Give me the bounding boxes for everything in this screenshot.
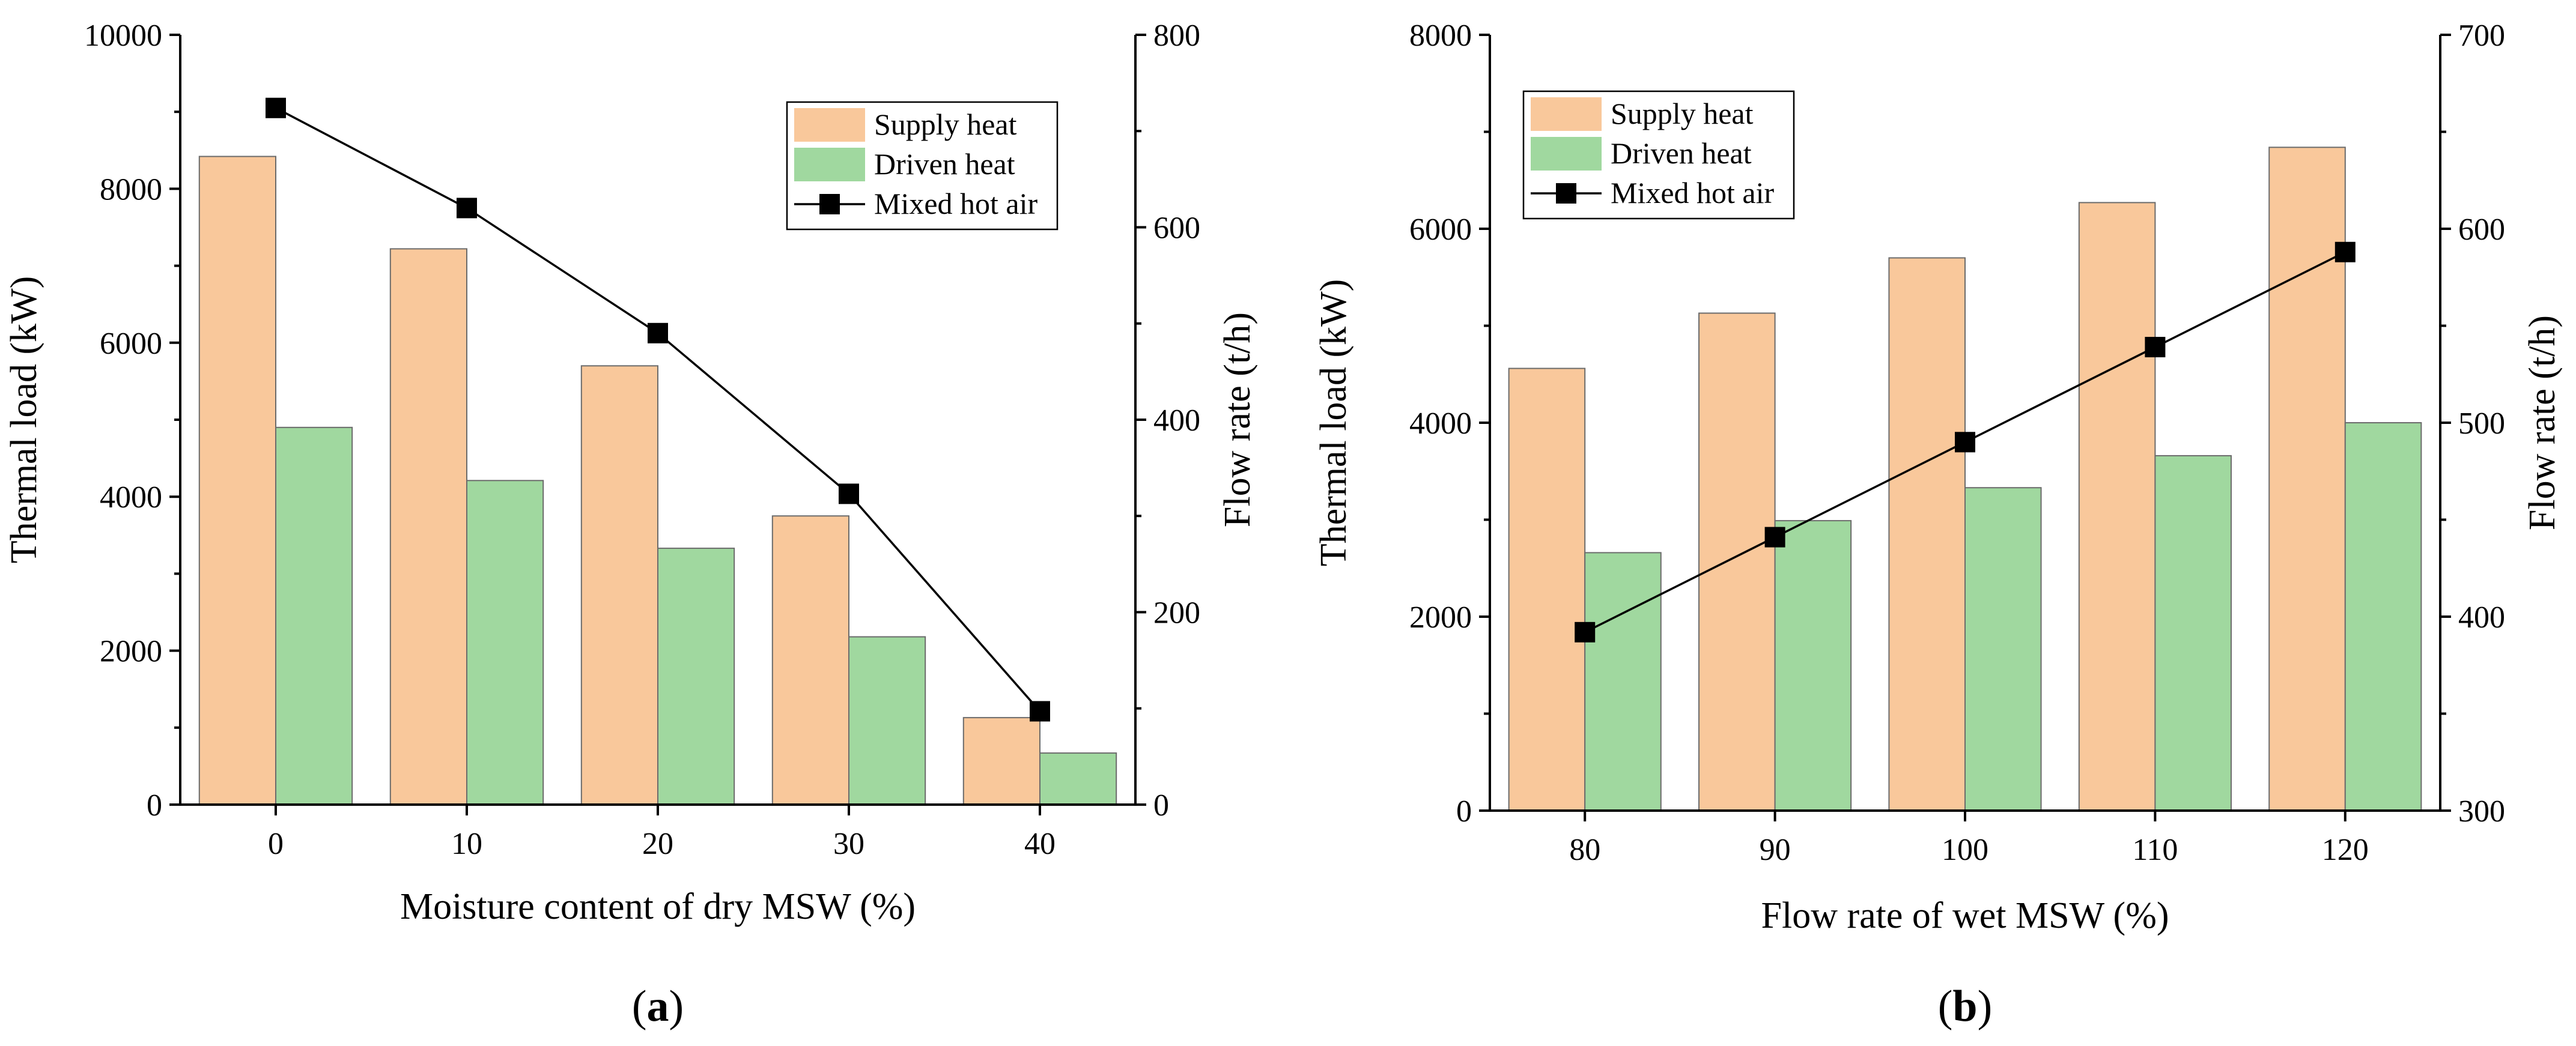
- mixed-hot-air-point-0: [266, 97, 286, 118]
- y2-tick-label: 500: [2458, 407, 2505, 441]
- x-axis-title: Flow rate of wet MSW (%): [1761, 895, 2169, 936]
- bar-supply-heat-110: [2078, 202, 2156, 811]
- y2-tick-label: 200: [1153, 596, 1200, 630]
- bar-driven-heat-20: [657, 548, 735, 805]
- mixed-hot-air-point-40: [1030, 701, 1050, 722]
- x-tick-label: 120: [2322, 833, 2369, 867]
- mixed-hot-air-point-90: [1764, 527, 1785, 548]
- bar-driven-heat-10: [466, 480, 544, 805]
- legend: Supply heat Driven heat Mixed hot air: [786, 101, 1059, 231]
- y-tick-label: 8000: [100, 172, 162, 207]
- x-tick-label: 20: [642, 827, 673, 861]
- bar-supply-heat-90: [1698, 312, 1776, 811]
- y-tick-label: 4000: [1409, 407, 1472, 441]
- legend-label: Supply heat: [1611, 97, 1754, 130]
- legend-swatch: [1531, 137, 1602, 171]
- legend-label: Supply heat: [874, 107, 1017, 141]
- y-tick-label: 10000: [84, 19, 162, 53]
- y-tick-label: 2000: [1409, 600, 1472, 635]
- mixed-hot-air-point-120: [2334, 241, 2356, 262]
- y2-axis-title: Flow rate (t/h): [2522, 315, 2563, 530]
- x-tick-label: 90: [1760, 833, 1791, 867]
- bar-supply-heat-0: [198, 156, 276, 805]
- mixed-hot-air-point-20: [648, 322, 668, 343]
- bar-driven-heat-40: [1039, 752, 1117, 805]
- y-axis-title: Thermal load (kW): [4, 276, 44, 564]
- mixed-hot-air-point-110: [2145, 337, 2166, 358]
- bar-supply-heat-40: [962, 717, 1041, 806]
- x-tick-label: 0: [268, 827, 284, 861]
- bar-driven-heat-100: [1964, 487, 2042, 811]
- bar-supply-heat-100: [1888, 257, 1966, 811]
- legend-label: Driven heat: [1611, 136, 1752, 170]
- mixed-hot-air-point-30: [839, 483, 859, 504]
- bar-driven-heat-0: [275, 426, 353, 805]
- x-tick-label: 80: [1569, 833, 1600, 867]
- bar-driven-heat-80: [1584, 552, 1662, 811]
- y-axis-title: Thermal load (kW): [1313, 279, 1354, 567]
- y2-tick-label: 800: [1153, 19, 1200, 53]
- y-tick-label: 6000: [1409, 213, 1472, 247]
- legend-marker: [1556, 183, 1576, 204]
- mixed-hot-air-point-80: [1575, 621, 1596, 642]
- mixed-hot-air-point-10: [457, 198, 477, 219]
- panel-label: (b): [1938, 982, 1992, 1031]
- y2-tick-label: 600: [1153, 211, 1200, 246]
- x-tick-label: 30: [833, 827, 864, 861]
- bar-driven-heat-110: [2154, 455, 2232, 811]
- bar-driven-heat-120: [2344, 422, 2422, 811]
- legend-swatch: [794, 108, 865, 142]
- y-tick-label: 4000: [100, 480, 162, 515]
- legend: Supply heat Driven heat Mixed hot air: [1522, 90, 1795, 220]
- x-tick-label: 10: [451, 827, 482, 861]
- chart-panel-b: 0 2000 4000 6000 8000 300 400 500 600 700 80 90 100 1…: [1313, 19, 2563, 1031]
- x-tick-label: 40: [1024, 827, 1056, 861]
- bar-supply-heat-30: [771, 515, 850, 805]
- legend-swatch: [1531, 97, 1602, 131]
- panel-label: (a): [632, 982, 684, 1031]
- y2-tick-label: 600: [2458, 213, 2505, 247]
- bar-supply-heat-20: [580, 365, 658, 805]
- y2-tick-label: 0: [1153, 788, 1169, 823]
- y-tick-label: 2000: [100, 635, 162, 669]
- y-tick-label: 6000: [100, 327, 162, 361]
- bar-supply-heat-120: [2268, 147, 2346, 812]
- legend-label: Mixed hot air: [874, 187, 1038, 220]
- y2-tick-label: 400: [2458, 600, 2505, 635]
- y-tick-label: 0: [147, 788, 162, 823]
- legend-marker: [819, 194, 840, 214]
- bar-driven-heat-90: [1774, 520, 1852, 811]
- y-tick-label: 0: [1456, 794, 1472, 829]
- bar-supply-heat-10: [389, 248, 467, 805]
- x-tick-label: 100: [1942, 833, 1988, 867]
- legend-swatch: [794, 148, 865, 181]
- bar-supply-heat-80: [1508, 367, 1586, 811]
- x-tick-label: 110: [2132, 833, 2178, 867]
- y2-tick-label: 700: [2458, 19, 2505, 53]
- mixed-hot-air-point-100: [1955, 432, 1975, 453]
- legend-label: Driven heat: [874, 147, 1015, 181]
- x-axis-title: Moisture content of dry MSW (%): [400, 886, 916, 927]
- legend-label: Mixed hot air: [1611, 176, 1775, 210]
- bar-driven-heat-30: [848, 636, 926, 806]
- y-tick-label: 8000: [1409, 19, 1472, 53]
- y2-tick-label: 300: [2458, 794, 2505, 829]
- y2-tick-label: 400: [1153, 404, 1200, 438]
- y2-axis-title: Flow rate (t/h): [1217, 312, 1258, 527]
